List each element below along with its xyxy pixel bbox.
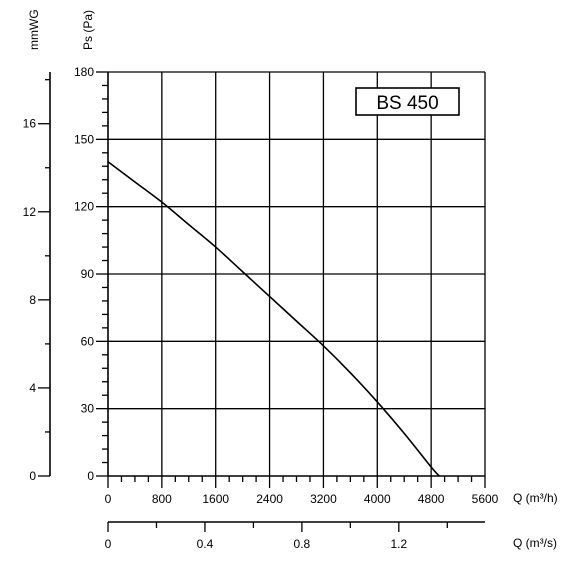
ticks — [38, 71, 486, 532]
performance-curve — [107, 161, 440, 477]
bottom-axis-tick-label: 4800 — [418, 492, 445, 506]
bottom-axis-tick-label: 800 — [152, 492, 172, 506]
far-left-axis-tick-label: 0 — [29, 469, 36, 483]
second-bottom-axis-tick-label: 1.2 — [390, 537, 407, 551]
far-left-axis-title: mmWG — [27, 9, 41, 50]
model-label: BS 450 — [376, 93, 438, 114]
bottom-axis-tick-label: 5600 — [472, 492, 499, 506]
second-bottom-axis-title: Q (m³/s) — [513, 536, 557, 550]
bottom-axis-tick-label: 2400 — [256, 492, 283, 506]
far-left-axis-tick-label: 8 — [29, 293, 36, 307]
left-axis-tick-label: 120 — [74, 200, 94, 214]
left-axis-tick-label: 90 — [81, 267, 95, 281]
left-axis-tick-label: 180 — [74, 65, 94, 79]
tick-labels: 0 30 60 90 120 150 180 0 4 8 12 16 0 800 1600 2400 3200 4… — [23, 65, 499, 551]
far-left-axis-tick-label: 16 — [23, 117, 37, 131]
left-axis-title: Ps (Pa) — [81, 10, 95, 50]
model-label-box — [355, 87, 460, 116]
bottom-axis-title: Q (m³/h) — [513, 491, 558, 505]
grid — [108, 71, 486, 476]
far-left-axis-tick-label: 4 — [29, 381, 36, 395]
second-bottom-axis-tick-label: 0.4 — [197, 537, 214, 551]
far-left-axis-tick-label: 12 — [23, 205, 37, 219]
second-bottom-axis-tick-label: 0.8 — [294, 537, 311, 551]
bottom-axis-tick-label: 1600 — [202, 492, 229, 506]
bottom-axis-tick-label: 0 — [105, 492, 112, 506]
performance-curve-layer — [107, 161, 440, 477]
left-axis-tick-label: 30 — [81, 402, 95, 416]
second-bottom-axis-tick-label: 0 — [105, 537, 112, 551]
left-axis-tick-label: 60 — [81, 334, 95, 348]
bottom-axis-tick-label: 3200 — [310, 492, 337, 506]
left-axis-tick-label: 0 — [87, 469, 94, 483]
bottom-axis-tick-label: 4000 — [364, 492, 391, 506]
left-axis-tick-label: 150 — [74, 132, 94, 146]
